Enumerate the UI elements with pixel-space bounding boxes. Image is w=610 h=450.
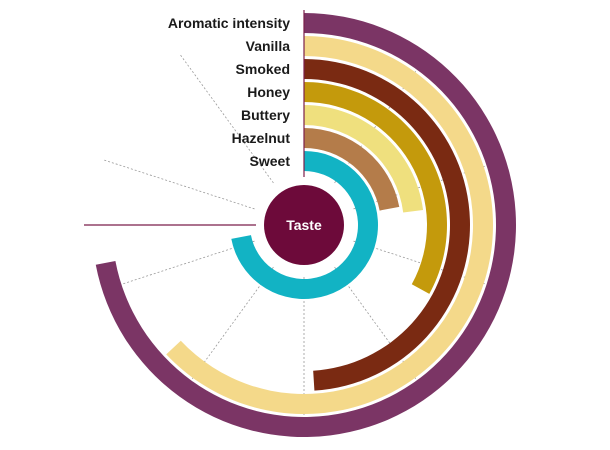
category-label: Sweet	[250, 153, 291, 169]
center-label: Taste	[286, 217, 322, 233]
radial-bar-vanilla	[166, 36, 494, 414]
category-labels: Aromatic intensity Vanilla Smoked Honey Butt…	[168, 15, 290, 169]
category-label: Smoked	[236, 61, 290, 77]
grid-line	[102, 159, 255, 210]
category-label: Aromatic intensity	[168, 15, 290, 31]
radial-bar-honey	[304, 82, 448, 294]
category-label: Honey	[247, 84, 290, 100]
category-label: Vanilla	[246, 38, 291, 54]
category-label: Buttery	[241, 107, 290, 123]
grid-line	[102, 240, 255, 291]
center-circle	[264, 185, 344, 265]
category-label: Hazelnut	[232, 130, 291, 146]
radial-bar-buttery	[304, 105, 424, 213]
radial-bar-smoked	[304, 59, 470, 391]
radial-bar-hazelnut	[304, 128, 400, 211]
grid-line	[179, 53, 274, 184]
radial-bars	[95, 13, 517, 437]
